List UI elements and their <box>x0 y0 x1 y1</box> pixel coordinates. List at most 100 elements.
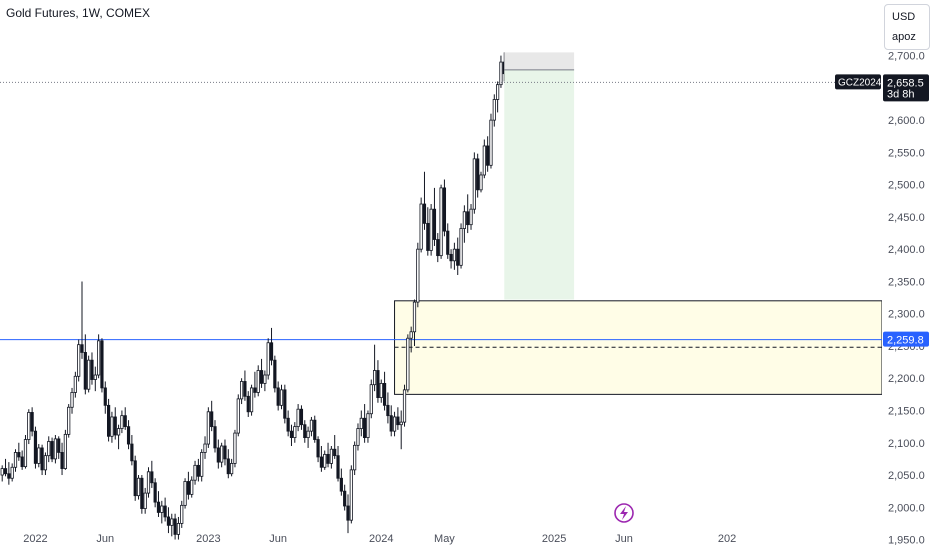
candle <box>160 500 164 524</box>
candle <box>369 379 373 419</box>
candle <box>396 407 400 430</box>
candle <box>313 415 317 443</box>
x-tick-label: Jun <box>96 533 114 545</box>
y-tick-label: 1,950.0 <box>888 535 925 547</box>
candle <box>379 379 383 403</box>
candle <box>359 410 363 437</box>
candle <box>170 513 174 537</box>
candle <box>329 445 333 469</box>
candle <box>43 452 48 476</box>
candle <box>153 478 157 508</box>
candle <box>27 409 31 445</box>
candle <box>336 445 340 482</box>
candle <box>200 449 204 482</box>
y-tick-label: 2,400.0 <box>888 244 925 256</box>
candle <box>253 371 257 398</box>
candle <box>496 81 500 113</box>
candle <box>210 400 214 432</box>
candle <box>196 458 200 482</box>
candle <box>436 233 440 263</box>
position-target-zone[interactable] <box>504 69 575 300</box>
candle <box>442 179 447 237</box>
y-tick-label: 2,100.0 <box>888 438 925 450</box>
candle <box>107 398 111 442</box>
candle <box>103 381 107 414</box>
candle <box>349 465 353 524</box>
candle <box>276 381 280 411</box>
candle <box>392 411 397 437</box>
y-tick-label: 2,500.0 <box>888 180 925 192</box>
chart-title: Gold Futures, 1W, COMEX <box>6 6 151 20</box>
horizontal-line-price-label: 2,259.8 <box>887 335 924 347</box>
y-tick-label: 2,350.0 <box>888 276 925 288</box>
candle <box>53 435 58 464</box>
candle <box>243 370 247 401</box>
candle <box>40 444 44 476</box>
candle <box>363 404 367 443</box>
currency-label: USD <box>892 11 916 23</box>
candle <box>343 484 347 511</box>
y-tick-label: 2,000.0 <box>888 502 925 514</box>
unit-selector[interactable]: USD apoz <box>884 4 930 50</box>
horizontal-line-price-tag: 2,259.8 <box>883 331 929 347</box>
position-stop-zone[interactable] <box>504 52 575 70</box>
candle <box>476 153 480 198</box>
candle <box>190 476 194 498</box>
candle <box>83 334 87 395</box>
candle <box>389 405 393 437</box>
candle <box>47 436 51 463</box>
candle <box>283 384 287 424</box>
candle <box>120 410 124 434</box>
candle <box>166 507 171 534</box>
candle <box>213 420 217 453</box>
candle <box>7 462 11 485</box>
candle <box>479 171 483 193</box>
last-price-tag: 2,658.5 3d 8h <box>883 74 929 102</box>
lightning-icon[interactable] <box>614 503 634 523</box>
candle <box>486 136 490 172</box>
candle <box>399 410 403 450</box>
candle <box>133 455 137 501</box>
candle <box>60 442 64 476</box>
candle <box>90 352 94 385</box>
candle <box>326 442 330 468</box>
candle <box>319 445 324 472</box>
candle <box>339 468 343 496</box>
candle <box>249 384 254 416</box>
candle <box>73 371 77 398</box>
candle <box>309 416 314 437</box>
y-tick-label: 2,700.0 <box>888 51 925 63</box>
candle <box>246 391 250 417</box>
candle <box>143 487 147 514</box>
candle <box>37 444 41 468</box>
x-tick-label: Jun <box>269 533 287 545</box>
candle <box>57 436 61 459</box>
candle <box>449 249 453 269</box>
candle <box>216 439 220 469</box>
candle <box>97 334 101 379</box>
candle <box>489 113 493 169</box>
x-tick-label: 202 <box>718 533 736 545</box>
candle <box>306 426 310 448</box>
countdown-label: 3d 8h <box>887 88 915 100</box>
candle <box>146 467 151 498</box>
candle <box>439 184 443 259</box>
candle <box>273 355 277 393</box>
candle <box>472 152 476 214</box>
candle <box>279 384 284 410</box>
candle <box>469 204 473 230</box>
symbol-label: GCZ2024 <box>838 77 882 88</box>
candle <box>446 223 450 259</box>
candle <box>356 423 360 451</box>
candle <box>333 435 337 459</box>
candle <box>30 407 34 437</box>
candle <box>183 478 187 509</box>
candle <box>323 450 327 470</box>
candle <box>462 205 466 243</box>
candle <box>173 513 177 540</box>
candle <box>263 370 267 392</box>
y-tick-label: 2,150.0 <box>888 406 925 418</box>
candle <box>346 494 350 534</box>
y-tick-label: 2,600.0 <box>888 115 925 127</box>
